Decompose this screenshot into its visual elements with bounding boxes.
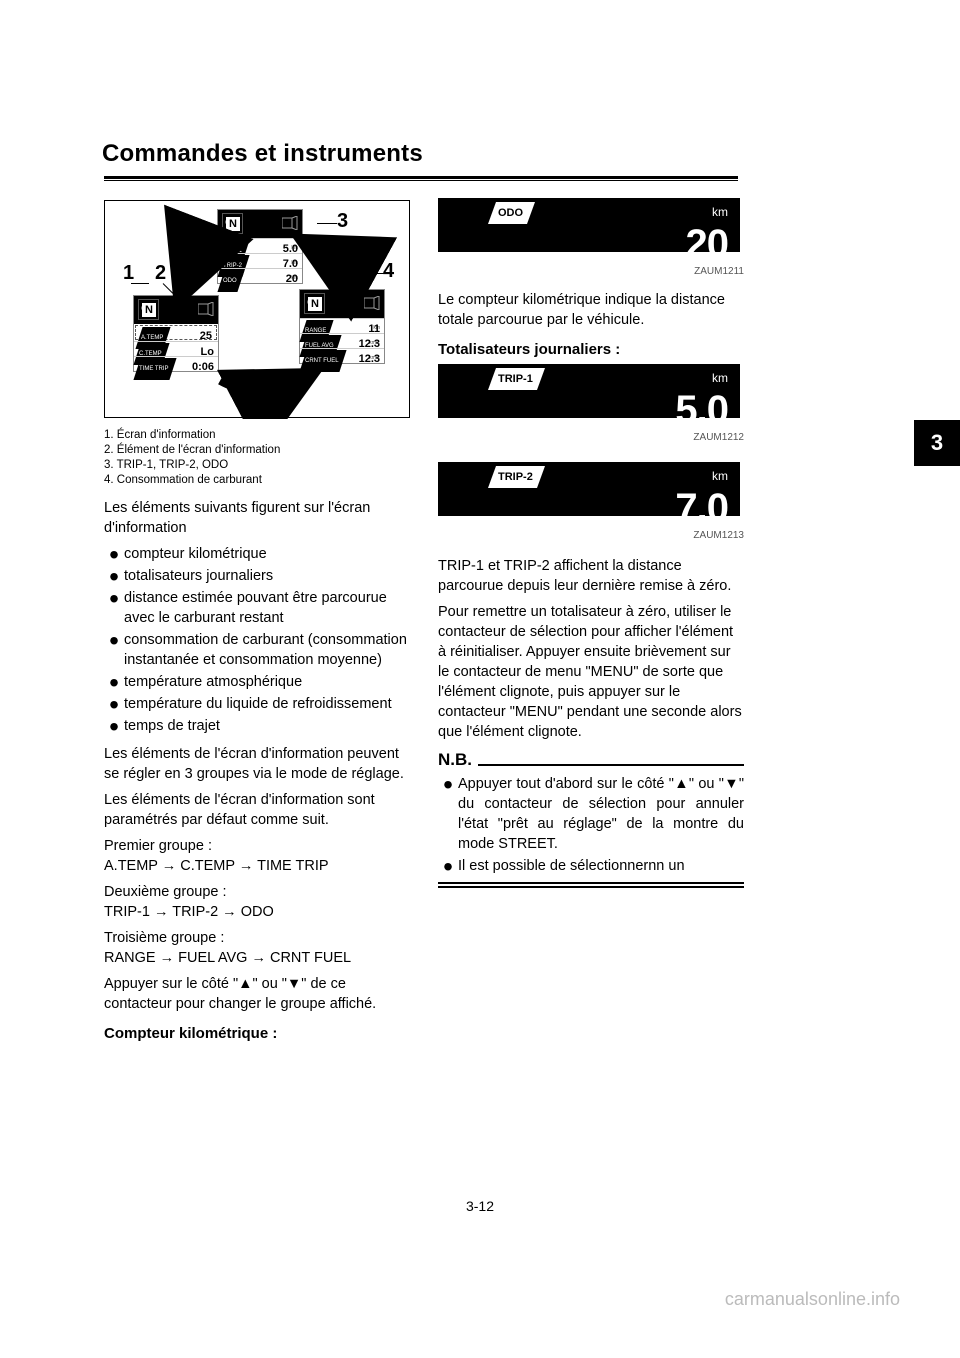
cycle-arrows xyxy=(105,201,411,419)
trip2-value: 7.0 xyxy=(675,498,728,518)
odo-tag: ODO xyxy=(498,203,523,223)
note-label: N.B. xyxy=(438,750,478,770)
trip1-value: 5.0 xyxy=(675,400,728,420)
page-number: 3-12 xyxy=(0,1198,960,1214)
odo-value: 20 xyxy=(686,234,729,254)
header-rule xyxy=(104,176,738,179)
bullet-item: •consommation de carburant (consommation… xyxy=(104,630,414,670)
note-block: N.B. •Appuyer tout d'abord sur le côté "… xyxy=(438,750,744,888)
group-2: Deuxième groupe : TRIP-1 → TRIP-2 → ODO xyxy=(104,882,414,922)
intro-para: Les éléments suivants figurent sur l'écr… xyxy=(104,498,414,538)
group-3: Troisième groupe : RANGE → FUEL AVG → CR… xyxy=(104,928,414,968)
para: Les éléments de l'écran d'information pe… xyxy=(104,744,414,784)
trip1-unit: km xyxy=(712,368,728,388)
right-column: ODO km 20 ZAUM1211 Le compteur kilométri… xyxy=(438,198,744,890)
bullet-item: •température du liquide de refroidisseme… xyxy=(104,694,414,714)
bullet-item: •totalisateurs journaliers xyxy=(104,566,414,586)
bullet-item: •température atmosphérique xyxy=(104,672,414,692)
section-tab: 3 xyxy=(914,420,960,466)
trip1-panel: TRIP-1 km 5.0 xyxy=(438,364,740,418)
watermark: carmanualsonline.info xyxy=(725,1289,900,1310)
section-tab-number: 3 xyxy=(931,430,943,456)
trip1-tag: TRIP-1 xyxy=(498,369,533,389)
left-column: 1 2 3 4 GEARN TRIP-1km5.0 TRIP-2km7.0 OD… xyxy=(104,198,414,1048)
trip2-panel: TRIP-2 km 7.0 xyxy=(438,462,740,516)
header-rule-thin xyxy=(104,180,738,181)
bullet-item: •distance estimée pouvant être parcourue… xyxy=(104,588,414,628)
para: Appuyer sur le côté "▲" ou "▼" de ce con… xyxy=(104,974,414,1014)
bullet-item: •temps de trajet xyxy=(104,716,414,736)
note-bullet: •Appuyer tout d'abord sur le côté "▲" ou… xyxy=(438,774,744,854)
cycle-diagram: 1 2 3 4 GEARN TRIP-1km5.0 TRIP-2km7.0 OD… xyxy=(104,200,410,418)
bullet-item: •compteur kilométrique xyxy=(104,544,414,564)
odo-unit: km xyxy=(712,202,728,222)
subheading-odometer: Compteur kilométrique : xyxy=(104,1024,414,1044)
odo-panel: ODO km 20 xyxy=(438,198,740,252)
page: Commandes et instruments 3 1 2 3 4 GEARN xyxy=(0,0,960,1358)
trip-desc-a: TRIP-1 et TRIP-2 affichent la distance p… xyxy=(438,556,744,596)
subheading-tripmeters: Totalisateurs journaliers : xyxy=(438,340,744,360)
figure-caption: 1. Écran d'information 2. Élément de l'é… xyxy=(104,428,414,488)
para: Les éléments de l'écran d'information so… xyxy=(104,790,414,830)
trip2-unit: km xyxy=(712,466,728,486)
group-1: Premier groupe : A.TEMP → C.TEMP → TIME … xyxy=(104,836,414,876)
chapter-title: Commandes et instruments xyxy=(102,140,423,168)
trip-desc-b: Pour remettre un totalisateur à zéro, ut… xyxy=(438,602,744,742)
odo-desc: Le compteur kilométrique indique la dist… xyxy=(438,290,744,330)
trip2-tag: TRIP-2 xyxy=(498,467,533,487)
note-bullet: •Il est possible de sélectionnernn un xyxy=(438,856,744,876)
